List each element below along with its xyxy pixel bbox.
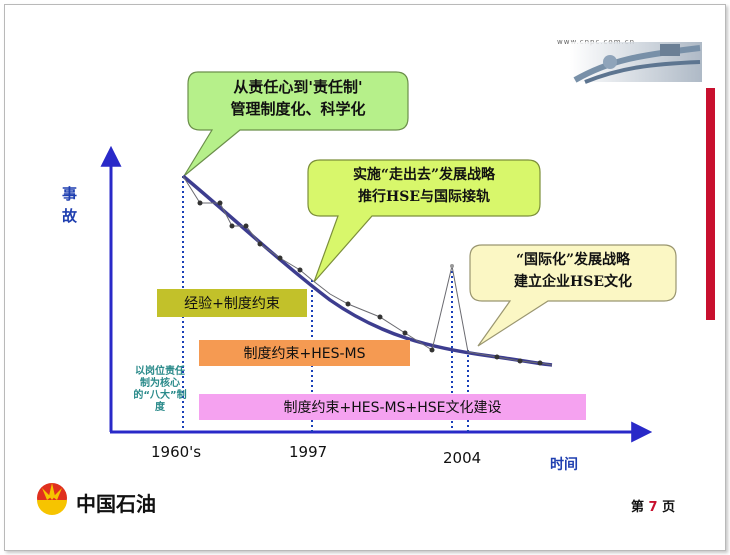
callout-3-text: “国际化”发展战略 建立企业HSE文化 [472,249,674,293]
callout-2-line2: 推行HSE与国际接轨 [357,189,490,205]
y-axis-label: 事 故 [62,183,82,227]
page-prefix: 第 [631,500,645,515]
stage-box-3: 制度约束+HES-MS+HSE文化建设 [199,394,586,420]
page-suffix: 页 [662,500,676,515]
callout-2-line1: 实施“走出去”发展战略 [352,167,496,183]
callout-bubble-3 [469,244,677,347]
y-axis-char-1: 事 [62,185,78,203]
side-note: 以岗位责任制为核心的“八大”制度 [133,366,187,413]
data-points [197,200,543,366]
callout-3-line2: 建立企业HSE文化 [513,274,632,290]
callout-1-line2: 管理制度化、科学化 [230,100,366,118]
x-axis-label: 时间 [550,457,578,473]
page-number: 7 [648,500,658,515]
callout-1-text: 从责任心到'责任制' 管理制度化、科学化 [190,76,406,120]
logo-text: 中国石油 [76,492,156,516]
tick-1960s: 1960's [151,443,202,461]
tick-1997: 1997 [289,443,328,461]
callout-3-line1: “国际化”发展战略 [515,252,631,268]
page-indicator: 第 7 页 [631,496,675,515]
header-pipeline-image [570,42,702,84]
callout-bubble-2 [307,159,541,283]
callout-bubble-1 [183,71,409,177]
callout-1-line1: 从责任心到'责任制' [233,78,363,96]
accent-bar [706,88,715,320]
y-axis-char-2: 故 [62,207,78,225]
stage-box-1: 经验+制度约束 [157,289,307,317]
stage-box-2: 制度约束+HES-MS [199,340,410,366]
cnpc-logo-icon [37,483,67,515]
callout-2-text: 实施“走出去”发展战略 推行HSE与国际接轨 [310,164,538,208]
tick-2004: 2004 [443,449,482,467]
